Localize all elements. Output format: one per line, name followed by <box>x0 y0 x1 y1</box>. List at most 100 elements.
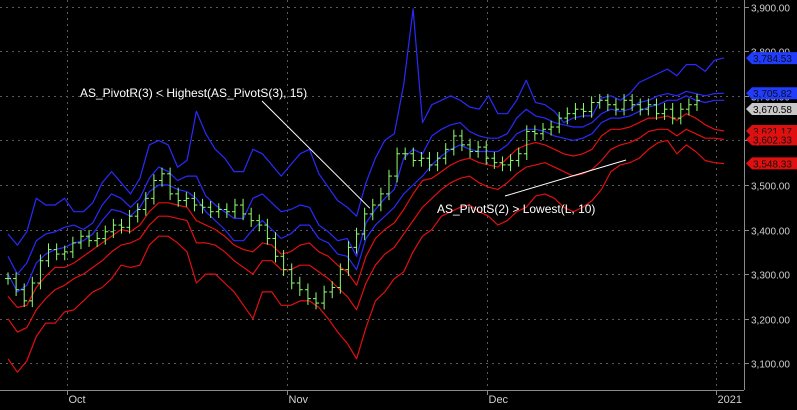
price-bar <box>491 151 498 169</box>
price-bar <box>191 192 198 212</box>
price-bar <box>29 276 36 308</box>
price-bar <box>637 98 644 116</box>
y-tick-label: 3,100.00 <box>751 360 790 371</box>
price-bar <box>175 187 182 207</box>
price-bar <box>159 167 166 187</box>
price-bar <box>37 254 44 290</box>
y-tick-label: 3,500.00 <box>751 182 790 193</box>
indicator-lines <box>7 8 725 373</box>
price-bar <box>304 283 311 305</box>
price-bar <box>207 201 214 218</box>
price-bar <box>694 94 700 111</box>
price-bar <box>296 276 303 296</box>
last-value-text: 3,548.33 <box>753 159 792 170</box>
price-bar <box>515 147 522 167</box>
price-bar <box>313 292 320 310</box>
price-bar <box>588 96 595 118</box>
price-bar <box>223 203 230 218</box>
price-bar <box>458 129 465 152</box>
price-bar <box>475 140 482 158</box>
price-bar <box>45 243 52 267</box>
series-line-6 <box>7 139 725 373</box>
price-bar <box>394 147 401 183</box>
price-bar <box>240 198 247 221</box>
last-value-labels: 3,784.53 3,705.82 3,670.58 3,621.173,602.33… <box>746 52 797 170</box>
price-bar <box>353 227 360 254</box>
x-tick-label: Dec <box>489 394 509 405</box>
last-value-text: 3,621.17 <box>753 127 792 138</box>
price-bar <box>612 98 619 116</box>
price-bar <box>418 151 425 167</box>
last-value-text: 3,670.58 <box>753 105 792 116</box>
last-value-text: 3,705.82 <box>753 89 792 100</box>
price-bar <box>94 232 101 247</box>
price-bar <box>604 94 611 111</box>
last-value-tag <box>746 133 797 146</box>
annotation-pointer-2 <box>504 159 627 197</box>
y-tick-label: 3,300.00 <box>751 271 790 282</box>
price-bar <box>199 198 206 214</box>
price-bar <box>548 120 555 136</box>
price-bar <box>531 125 538 140</box>
price-bar <box>77 229 84 250</box>
last-value-label: 3,670.58 <box>746 102 797 116</box>
x-tick-label: Oct <box>69 394 86 405</box>
annotation-text-1: AS_PivotR(3) < Highest(AS_PivotS(3), 15) <box>80 86 307 100</box>
price-bar <box>377 187 384 212</box>
price-bar <box>329 281 336 299</box>
price-bar <box>86 229 93 247</box>
price-bar <box>677 102 684 125</box>
series-line-2 <box>7 90 725 275</box>
y-tick-label: 3,200.00 <box>751 316 790 327</box>
price-bar <box>653 98 660 120</box>
price-bar <box>661 102 668 120</box>
price-bar <box>467 138 474 158</box>
price-bar <box>231 198 238 218</box>
price-bar <box>69 236 76 259</box>
price-bar <box>645 98 652 116</box>
price-bar <box>183 192 190 207</box>
price-bar <box>280 250 287 276</box>
annotation-pointer-1 <box>261 100 371 209</box>
last-value-label: 3,548.33 <box>746 157 797 170</box>
price-bar <box>215 203 222 218</box>
price-bar <box>13 272 20 296</box>
price-bar <box>118 218 125 234</box>
price-bar <box>402 147 409 161</box>
price-bar <box>288 263 295 290</box>
price-bar <box>410 147 417 167</box>
price-bar <box>385 169 392 201</box>
last-value-tag <box>746 157 797 170</box>
x-tick-label: 2021 <box>718 394 742 405</box>
last-value-label: 3,705.82 <box>746 87 797 100</box>
price-axis-panel <box>744 0 797 405</box>
price-bar <box>442 143 449 165</box>
price-bar <box>434 151 441 172</box>
series-line-1 <box>7 8 725 246</box>
price-bar <box>110 218 117 239</box>
price-bar <box>685 98 692 116</box>
price-bar <box>483 140 490 165</box>
last-value-tag <box>746 87 797 100</box>
price-bar <box>669 102 676 125</box>
price-bar <box>61 245 68 261</box>
price-bar <box>507 154 514 172</box>
price-bar <box>369 198 376 221</box>
price-bar <box>629 94 636 111</box>
y-tick-label: 3,400.00 <box>751 227 790 238</box>
series-line-3 <box>7 95 724 293</box>
last-value-tag <box>746 102 797 115</box>
price-bar <box>539 123 546 140</box>
last-value-tag <box>746 52 797 65</box>
price-bar <box>450 129 457 156</box>
price-bar <box>361 207 368 241</box>
price-bar <box>499 156 506 172</box>
price-bar <box>256 214 263 232</box>
price-bar <box>321 285 328 310</box>
last-value-text: 3,784.53 <box>753 54 792 65</box>
last-value-text: 3,602.33 <box>753 135 792 146</box>
price-bar <box>134 203 141 223</box>
price-bar <box>572 102 579 120</box>
